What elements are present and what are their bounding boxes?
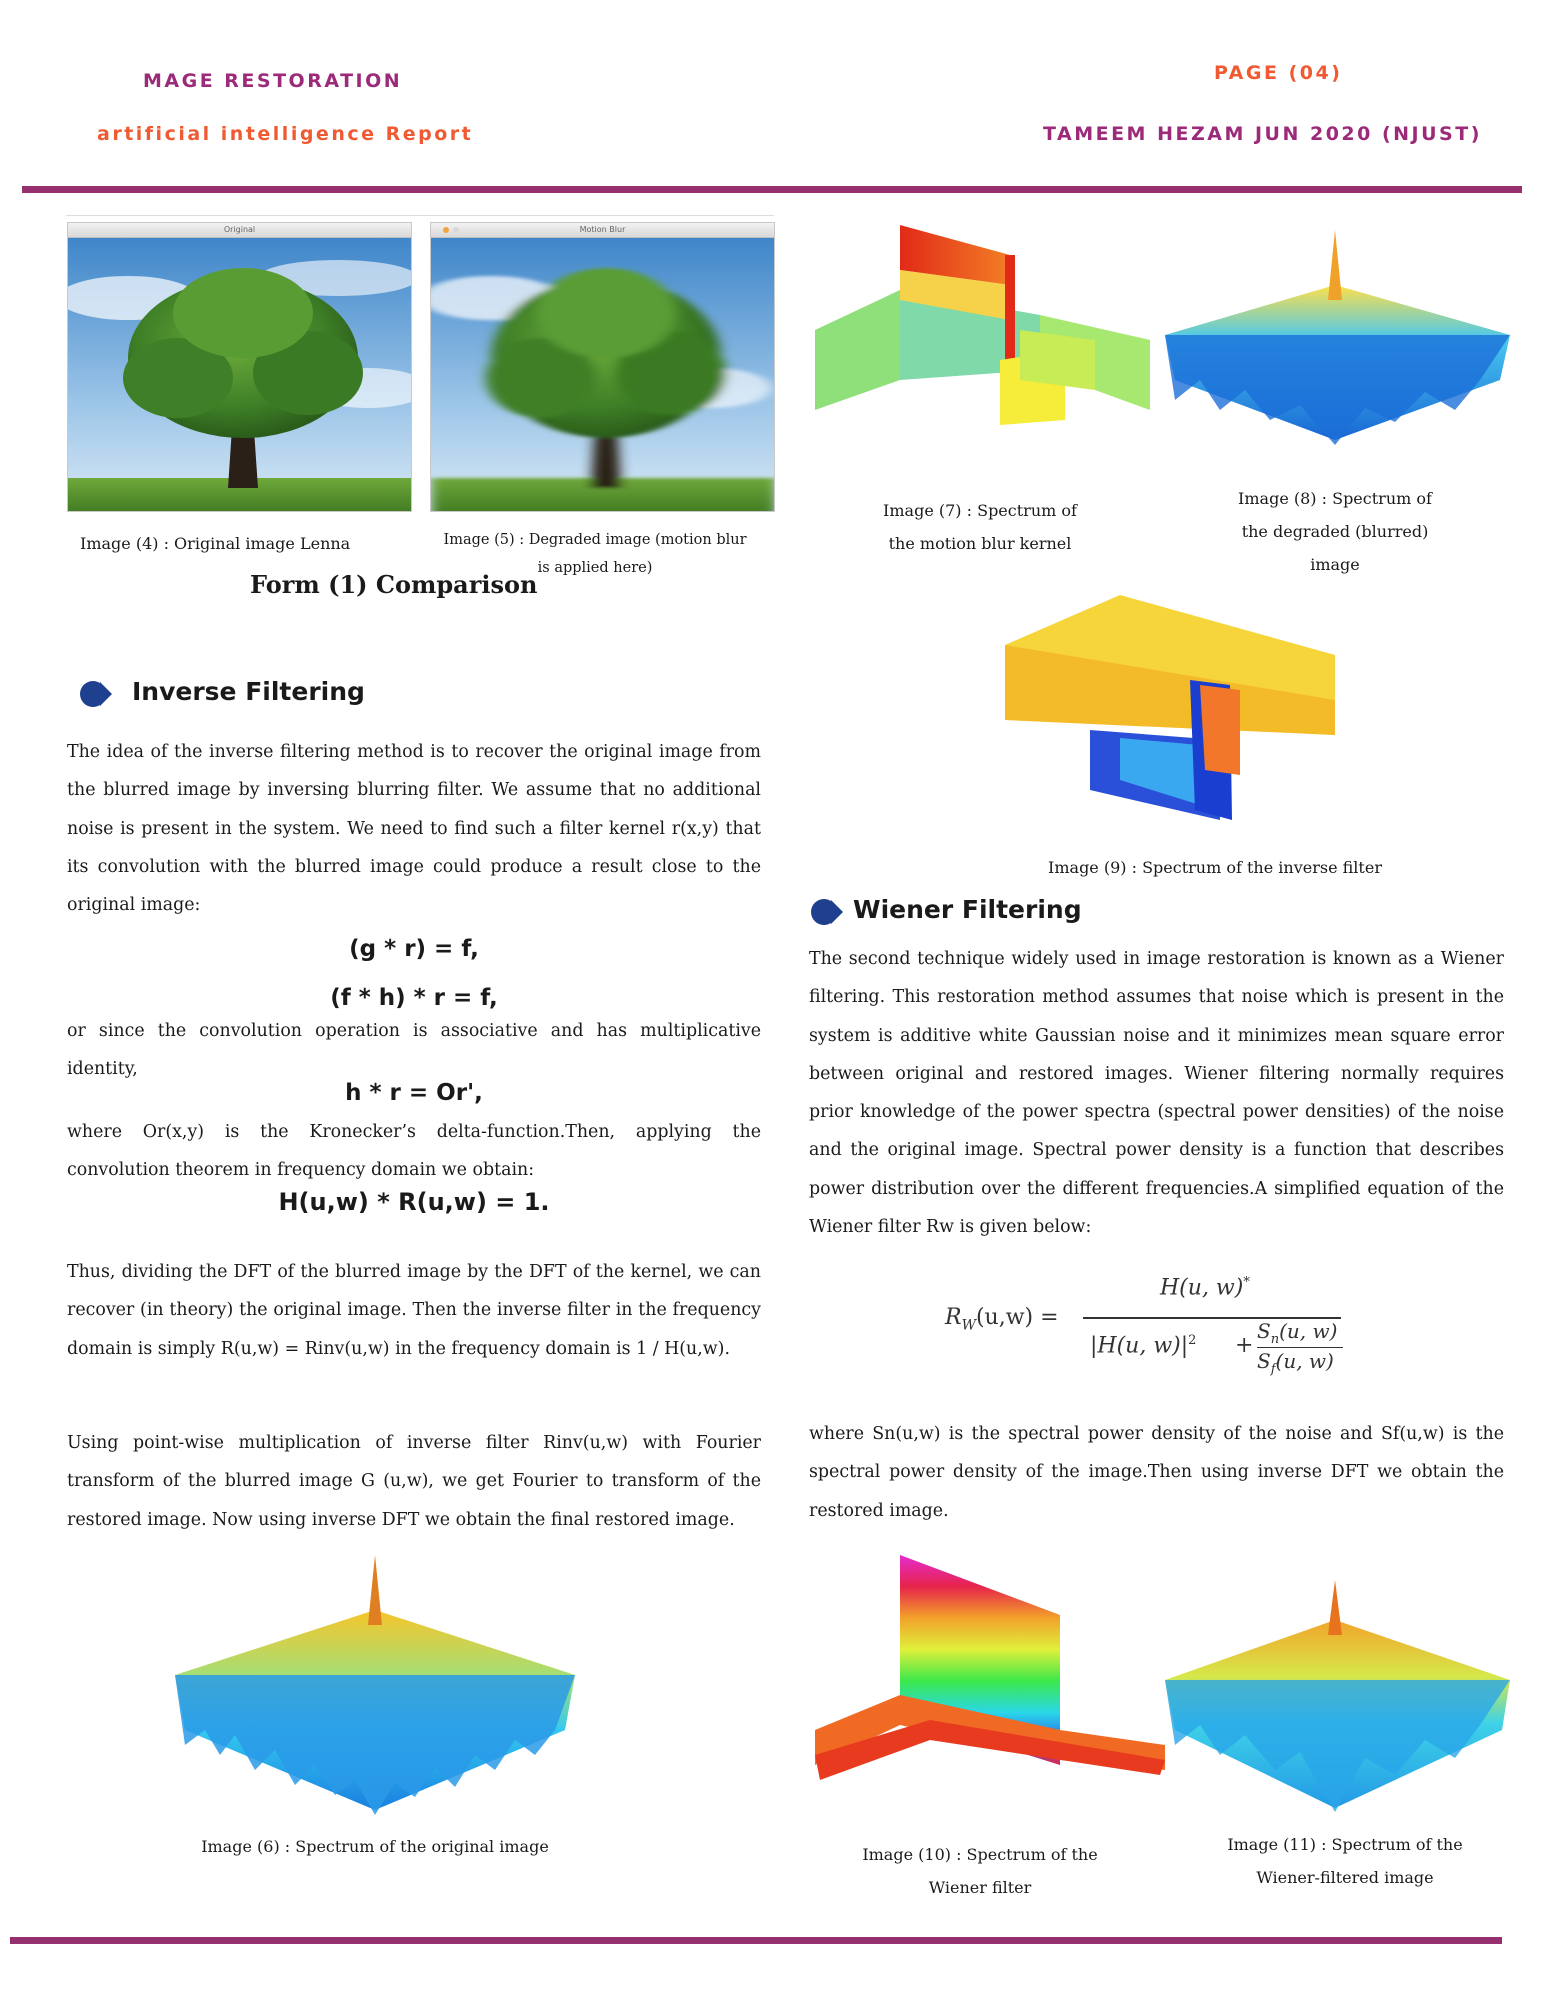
footer-divider bbox=[10, 1937, 1502, 1944]
wiener-filtered-spectrum-plot bbox=[1165, 1580, 1510, 1812]
image-11-caption-line1: Image (11) : Spectrum of the bbox=[1227, 1835, 1463, 1854]
inverse-paragraph-4: Thus, dividing the DFT of the blurred im… bbox=[67, 1262, 761, 1359]
inverse-filtering-heading: Inverse Filtering bbox=[132, 677, 365, 706]
image-10-caption-line2: Wiener filter bbox=[928, 1878, 1032, 1897]
wiener-paragraph-2: where Sn(u,w) is the spectral power dens… bbox=[809, 1424, 1504, 1521]
equation-4: H(u,w) * R(u,w) = 1. bbox=[278, 1188, 550, 1216]
window-title-text: Motion Blur bbox=[579, 225, 626, 234]
formula-lhs-args: (u,w) = bbox=[975, 1305, 1059, 1330]
original-tree-image bbox=[68, 238, 411, 511]
blurred-spectrum-plot bbox=[1165, 230, 1510, 445]
formula-sf-sub: f bbox=[1270, 1362, 1276, 1377]
page-number: PAGE (04) bbox=[1214, 62, 1343, 84]
formula-num-sup: * bbox=[1243, 1275, 1250, 1290]
inverse-paragraph-2: or since the convolution operation is as… bbox=[67, 1021, 761, 1080]
equation-2: (f * h) * r = f, bbox=[330, 985, 498, 1011]
figure-top-border bbox=[66, 215, 774, 216]
inverse-filter-spectrum-plot bbox=[1005, 595, 1335, 820]
formula-sn-symbol: S bbox=[1257, 1319, 1271, 1343]
original-spectrum-plot bbox=[175, 1555, 575, 1815]
window-dot-icon bbox=[453, 227, 459, 233]
equation-1: (g * r) = f, bbox=[349, 936, 479, 962]
inverse-paragraph-5: Using point-wise multiplication of inver… bbox=[67, 1433, 761, 1530]
form-title: Form (1) Comparison bbox=[250, 570, 538, 599]
image-8-caption-line3: image bbox=[1310, 555, 1360, 574]
formula-num-text: H(u, w) bbox=[1160, 1275, 1244, 1301]
formula-den-a-text: |H(u, w)| bbox=[1090, 1333, 1189, 1359]
author-line: TAMEEM HEZAM JUN 2020 (NJUST) bbox=[1043, 123, 1482, 145]
motion-blur-image-window: Motion Blur bbox=[430, 222, 775, 512]
report-title: MAGE RESTORATION bbox=[143, 70, 403, 92]
formula-sn: Sn(u, w) bbox=[1257, 1319, 1337, 1347]
formula-den-a-sup: 2 bbox=[1188, 1333, 1197, 1348]
image-6-caption: Image (6) : Spectrum of the original ima… bbox=[201, 1837, 549, 1856]
formula-sf-symbol: S bbox=[1257, 1349, 1271, 1373]
image-5-caption-line2: is applied here) bbox=[537, 560, 653, 576]
image-10-caption-line1: Image (10) : Spectrum of the bbox=[862, 1845, 1098, 1864]
window-dot-icon bbox=[443, 227, 449, 233]
image-11-caption-line2: Wiener-filtered image bbox=[1256, 1868, 1434, 1887]
formula-fraction-bar bbox=[1083, 1317, 1341, 1319]
window-title-motion-blur: Motion Blur bbox=[431, 223, 774, 238]
wiener-filtering-heading: Wiener Filtering bbox=[853, 895, 1082, 924]
formula-sf: Sf(u, w) bbox=[1257, 1349, 1334, 1377]
formula-lhs-symbol: R bbox=[945, 1305, 962, 1330]
image-7-caption-line2: the motion blur kernel bbox=[888, 534, 1072, 553]
inverse-paragraph-1: The idea of the inverse filtering method… bbox=[67, 742, 761, 916]
formula-denominator-a: |H(u, w)|2 bbox=[1090, 1333, 1196, 1358]
formula-lhs: RW(u,w) = bbox=[945, 1305, 1059, 1333]
inverse-paragraph-3: where Or(x,y) is the Kronecker’s delta-f… bbox=[67, 1122, 761, 1181]
wiener-paragraph-1: The second technique widely used in imag… bbox=[809, 949, 1504, 1238]
formula-sn-args: (u, w) bbox=[1279, 1319, 1338, 1343]
blurred-tree-image bbox=[431, 238, 774, 511]
section-bullet-icon bbox=[80, 681, 112, 707]
image-8-caption-line1: Image (8) : Spectrum of bbox=[1238, 489, 1432, 508]
wiener-formula: RW(u,w) = H(u, w)* |H(u, w)|2 + Sn(u, w)… bbox=[945, 1275, 1345, 1383]
formula-plus: + bbox=[1235, 1333, 1254, 1358]
header-divider bbox=[22, 186, 1522, 193]
equation-3: h * r = Or', bbox=[345, 1080, 483, 1106]
section-bullet-icon bbox=[811, 899, 843, 925]
formula-sn-sub: n bbox=[1270, 1332, 1280, 1347]
formula-sf-args: (u, w) bbox=[1275, 1349, 1334, 1373]
formula-numerator: H(u, w)* bbox=[1160, 1275, 1250, 1300]
wiener-filter-spectrum-plot bbox=[815, 1555, 1165, 1780]
motion-blur-kernel-spectrum-plot bbox=[815, 225, 1150, 425]
original-image-window: Original bbox=[67, 222, 412, 512]
report-subtitle: artificial intelligence Report bbox=[97, 123, 474, 145]
image-4-caption: Image (4) : Original image Lenna bbox=[80, 534, 351, 553]
formula-inner-fraction-bar bbox=[1257, 1347, 1343, 1349]
window-title-original: Original bbox=[68, 223, 411, 238]
formula-lhs-subscript: W bbox=[961, 1317, 976, 1334]
image-5-caption-line1: Image (5) : Degraded image (motion blur bbox=[443, 532, 747, 548]
image-7-caption-line1: Image (7) : Spectrum of bbox=[883, 501, 1077, 520]
image-8-caption-line2: the degraded (blurred) bbox=[1241, 522, 1429, 541]
image-9-caption: Image (9) : Spectrum of the inverse filt… bbox=[1048, 858, 1382, 877]
